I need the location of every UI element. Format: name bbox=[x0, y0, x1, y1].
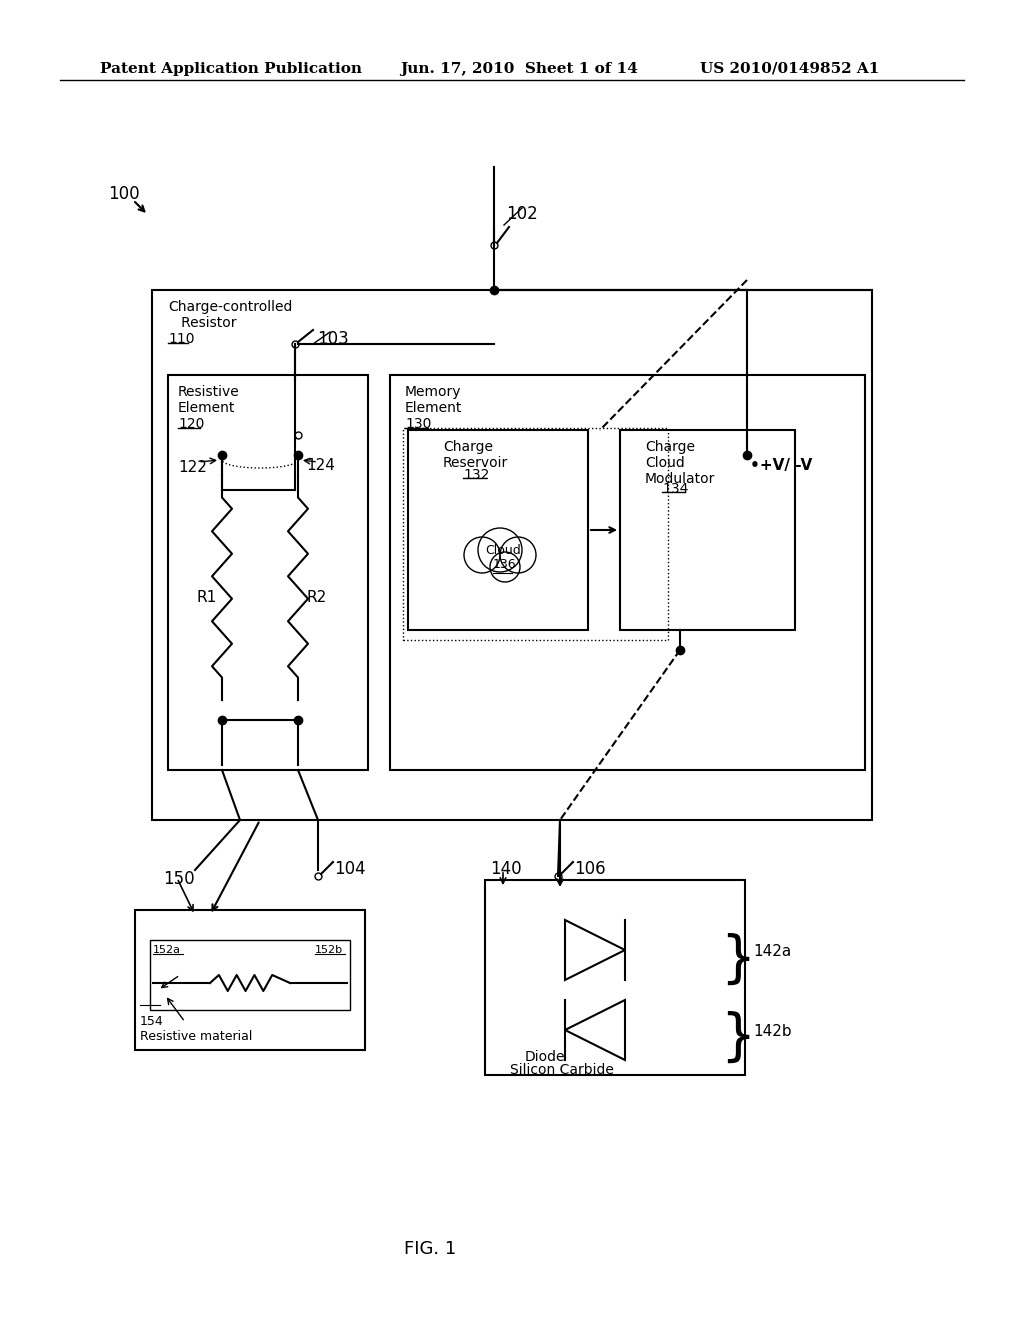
Text: }: } bbox=[720, 933, 756, 987]
Text: 154: 154 bbox=[140, 1015, 164, 1028]
Text: Silicon Carbide: Silicon Carbide bbox=[510, 1063, 613, 1077]
Text: 152b: 152b bbox=[315, 945, 343, 954]
Bar bbox=[152, 290, 872, 820]
Text: 132: 132 bbox=[463, 469, 489, 482]
Text: 136: 136 bbox=[493, 558, 517, 572]
Bar bbox=[390, 375, 865, 770]
Text: 120: 120 bbox=[178, 417, 205, 432]
Text: 142a: 142a bbox=[753, 945, 792, 960]
Text: 142b: 142b bbox=[753, 1024, 792, 1040]
Text: FIG. 1: FIG. 1 bbox=[403, 1239, 456, 1258]
Text: Resistive material: Resistive material bbox=[140, 1030, 252, 1043]
Bar bbox=[408, 430, 588, 630]
Text: Diode: Diode bbox=[525, 1049, 565, 1064]
Text: R2: R2 bbox=[306, 590, 327, 605]
Text: US 2010/0149852 A1: US 2010/0149852 A1 bbox=[700, 62, 880, 77]
Text: Jun. 17, 2010  Sheet 1 of 14: Jun. 17, 2010 Sheet 1 of 14 bbox=[400, 62, 638, 77]
Text: Resistive
Element: Resistive Element bbox=[178, 385, 240, 416]
Text: Patent Application Publication: Patent Application Publication bbox=[100, 62, 362, 77]
Text: 130: 130 bbox=[406, 417, 431, 432]
Text: 140: 140 bbox=[490, 861, 521, 878]
Text: Charge
Reservoir: Charge Reservoir bbox=[443, 440, 508, 470]
Text: 122: 122 bbox=[178, 459, 207, 475]
Bar bbox=[135, 909, 365, 1049]
Text: 124: 124 bbox=[306, 458, 335, 473]
Text: 106: 106 bbox=[574, 861, 605, 878]
Bar bbox=[168, 375, 368, 770]
Text: 102: 102 bbox=[506, 205, 538, 223]
Text: 100: 100 bbox=[108, 185, 139, 203]
Text: 152a: 152a bbox=[153, 945, 181, 954]
Text: Charge-controlled: Charge-controlled bbox=[168, 300, 293, 314]
Text: 104: 104 bbox=[334, 861, 366, 878]
Text: Charge
Cloud
Modulator: Charge Cloud Modulator bbox=[645, 440, 716, 486]
Text: Resistor: Resistor bbox=[168, 315, 237, 330]
Text: R1: R1 bbox=[197, 590, 217, 605]
Text: 150: 150 bbox=[163, 870, 195, 888]
Text: •+V/ -V: •+V/ -V bbox=[750, 458, 812, 473]
Text: }: } bbox=[720, 1011, 756, 1065]
Text: Cloud: Cloud bbox=[485, 544, 521, 557]
Bar bbox=[403, 428, 668, 640]
Text: 103: 103 bbox=[317, 330, 349, 348]
Text: 110: 110 bbox=[168, 333, 195, 346]
Bar bbox=[485, 880, 745, 1074]
Text: Memory
Element: Memory Element bbox=[406, 385, 463, 416]
Bar bbox=[620, 430, 795, 630]
Text: 134: 134 bbox=[662, 482, 688, 496]
Bar bbox=[150, 940, 350, 1010]
